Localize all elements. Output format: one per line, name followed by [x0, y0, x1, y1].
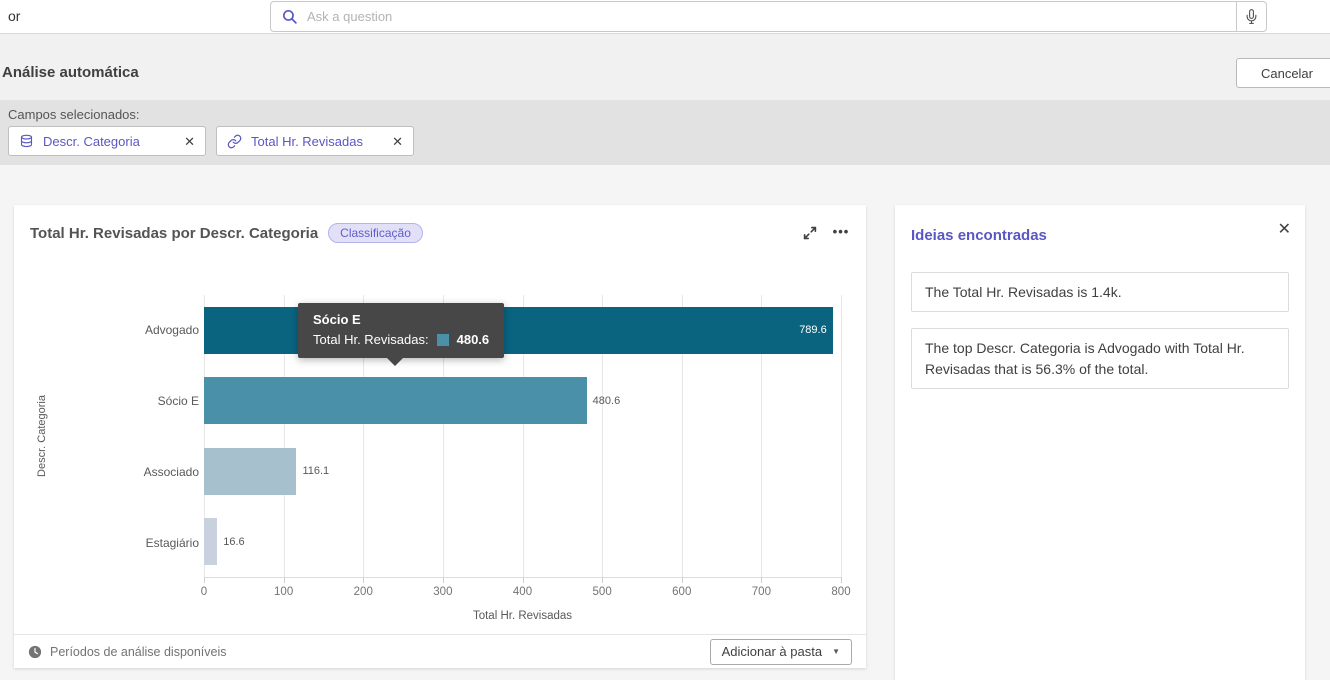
category-label: Estagiário: [54, 507, 199, 578]
tick-mark: [443, 577, 444, 583]
bar-value-label: 16.6: [223, 536, 244, 548]
field-chip-descr-categoria[interactable]: Descr. Categoria ✕: [8, 126, 206, 156]
x-tick-label: 800: [831, 586, 850, 598]
x-tick-label: 300: [433, 586, 452, 598]
tick-mark: [761, 577, 762, 583]
chart-title: Total Hr. Revisadas por Descr. Categoria: [30, 225, 318, 242]
bar-row: 116.1: [204, 436, 841, 507]
tick-mark: [682, 577, 683, 583]
x-axis-title: Total Hr. Revisadas: [204, 610, 841, 622]
bar-row: 16.6: [204, 507, 841, 578]
database-icon: [19, 134, 34, 149]
category-label: Sócio E: [54, 366, 199, 437]
tick-mark: [523, 577, 524, 583]
add-to-sheet-label: Adicionar à pasta: [722, 644, 822, 659]
tick-mark: [363, 577, 364, 583]
y-axis-title: Descr. Categoria: [36, 395, 48, 477]
selected-fields-band: Campos selecionados: Descr. Categoria ✕ …: [0, 100, 1330, 165]
tooltip-metric-label: Total Hr. Revisadas:: [313, 332, 429, 347]
bar-row: 480.6: [204, 366, 841, 437]
close-icon[interactable]: ✕: [1278, 219, 1291, 239]
x-tick-label: 0: [201, 586, 207, 598]
chart-card-footer: Períodos de análise disponíveis Adiciona…: [14, 634, 866, 668]
x-tick-label: 700: [752, 586, 771, 598]
field-chip-label: Total Hr. Revisadas: [251, 134, 363, 149]
add-to-sheet-button[interactable]: Adicionar à pasta ▼: [710, 639, 852, 665]
x-tick-label: 200: [354, 586, 373, 598]
clock-icon: [28, 645, 42, 659]
microphone-button[interactable]: [1237, 1, 1267, 32]
search-input[interactable]: [307, 9, 1226, 24]
tooltip-category: Sócio E: [313, 312, 489, 327]
microphone-icon: [1244, 9, 1259, 24]
category-label: Associado: [54, 437, 199, 508]
category-labels: AdvogadoSócio EAssociadoEstagiário: [54, 295, 199, 578]
tooltip-color-swatch: [437, 334, 449, 346]
category-label: Advogado: [54, 295, 199, 366]
insights-panel-title: Ideias encontradas: [911, 227, 1289, 244]
insight-card[interactable]: The top Descr. Categoria is Advogado wit…: [911, 328, 1289, 389]
gridline: [841, 295, 842, 577]
field-chips: Descr. Categoria ✕ Total Hr. Revisadas ✕: [8, 126, 414, 156]
window-label: or: [8, 0, 20, 33]
tick-mark: [284, 577, 285, 583]
cancel-button[interactable]: Cancelar: [1236, 58, 1330, 88]
plot-area: 789.6 480.6 116.1 16.6 Sócio E Total Hr. Re…: [204, 295, 841, 578]
search-icon: [281, 8, 298, 25]
insight-list: The Total Hr. Revisadas is 1.4k. The top…: [911, 272, 1289, 389]
close-icon[interactable]: ✕: [392, 135, 403, 148]
page-title: Análise automática: [2, 64, 139, 81]
chart-tooltip: Sócio E Total Hr. Revisadas: 480.6: [298, 303, 504, 358]
analysis-periods-label[interactable]: Períodos de análise disponíveis: [50, 645, 227, 659]
bar-value-label: 116.1: [302, 465, 329, 477]
link-icon: [227, 134, 242, 149]
bar-value-label: 789.6: [799, 324, 827, 336]
expand-icon: [802, 225, 822, 241]
bar-value-label: 480.6: [593, 395, 621, 407]
field-chip-total-hr-revisadas[interactable]: Total Hr. Revisadas ✕: [216, 126, 414, 156]
search-box[interactable]: [270, 1, 1237, 32]
x-axis-ticks: 0100200300400500600700800: [204, 586, 841, 600]
x-tick-label: 400: [513, 586, 532, 598]
x-tick-label: 100: [274, 586, 293, 598]
field-chip-label: Descr. Categoria: [43, 134, 140, 149]
x-tick-label: 600: [672, 586, 691, 598]
tick-mark: [204, 577, 205, 583]
chevron-down-icon: ▼: [832, 647, 840, 656]
bar[interactable]: [204, 518, 217, 565]
expand-button[interactable]: [802, 223, 822, 243]
tooltip-value: 480.6: [457, 332, 490, 347]
more-options-button[interactable]: •••: [828, 219, 854, 243]
tick-mark: [602, 577, 603, 583]
tick-mark: [841, 577, 842, 583]
insight-card[interactable]: The Total Hr. Revisadas is 1.4k.: [911, 272, 1289, 312]
close-icon[interactable]: ✕: [184, 135, 195, 148]
bar[interactable]: [204, 448, 296, 495]
chart-card: Total Hr. Revisadas por Descr. Categoria…: [14, 205, 866, 668]
more-options-icon: •••: [833, 224, 850, 239]
search-bar: [270, 1, 1267, 32]
bar[interactable]: [204, 377, 587, 424]
chart-card-header: Total Hr. Revisadas por Descr. Categoria…: [30, 223, 423, 243]
x-tick-label: 500: [593, 586, 612, 598]
classification-badge: Classificação: [328, 223, 423, 243]
selected-fields-label: Campos selecionados:: [8, 107, 140, 122]
page-header: Análise automática Cancelar: [0, 34, 1330, 100]
top-bar: or: [0, 0, 1330, 34]
insights-panel: Ideias encontradas ✕ The Total Hr. Revis…: [895, 205, 1305, 680]
